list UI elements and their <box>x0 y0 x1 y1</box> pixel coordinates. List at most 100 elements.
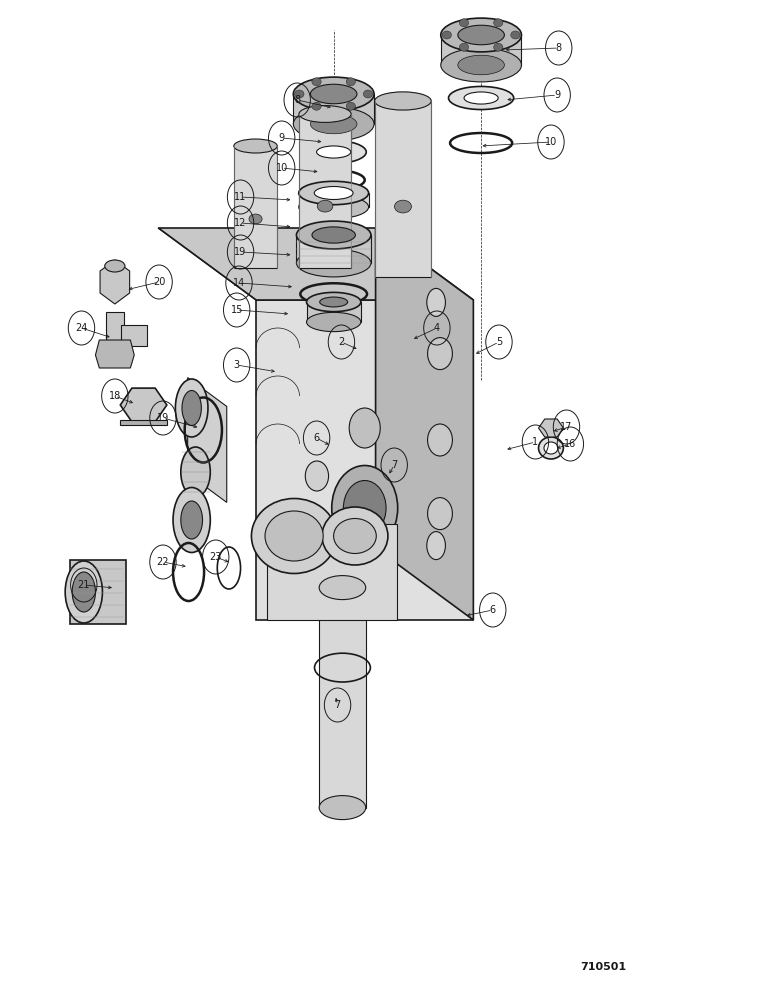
Text: 4: 4 <box>434 323 440 333</box>
Ellipse shape <box>312 78 321 86</box>
Polygon shape <box>120 420 167 424</box>
Ellipse shape <box>182 390 201 426</box>
Ellipse shape <box>442 31 452 39</box>
Text: 6: 6 <box>490 605 496 615</box>
Ellipse shape <box>301 140 366 164</box>
Ellipse shape <box>293 77 374 111</box>
Ellipse shape <box>459 43 469 51</box>
Ellipse shape <box>464 92 498 104</box>
Polygon shape <box>70 560 126 624</box>
Polygon shape <box>299 114 351 268</box>
Ellipse shape <box>322 507 388 565</box>
Text: 20: 20 <box>153 277 165 287</box>
Ellipse shape <box>314 186 353 200</box>
Ellipse shape <box>181 447 210 497</box>
Text: 9: 9 <box>279 133 285 143</box>
Ellipse shape <box>234 139 277 153</box>
Polygon shape <box>256 300 473 620</box>
Polygon shape <box>296 235 371 263</box>
Ellipse shape <box>181 501 203 539</box>
Polygon shape <box>539 419 563 437</box>
Text: 6: 6 <box>314 433 320 443</box>
Ellipse shape <box>299 106 351 122</box>
Ellipse shape <box>544 442 558 454</box>
Ellipse shape <box>334 518 376 554</box>
Ellipse shape <box>319 576 365 600</box>
Ellipse shape <box>428 424 452 456</box>
Ellipse shape <box>441 18 521 52</box>
Ellipse shape <box>305 461 328 491</box>
Text: 15: 15 <box>230 305 243 315</box>
Polygon shape <box>376 228 473 620</box>
Text: 9: 9 <box>554 90 560 100</box>
Ellipse shape <box>317 146 351 158</box>
Text: 5: 5 <box>496 337 502 347</box>
Ellipse shape <box>441 48 521 82</box>
Ellipse shape <box>310 84 357 104</box>
Ellipse shape <box>249 214 262 224</box>
Polygon shape <box>307 302 361 322</box>
Ellipse shape <box>343 481 386 536</box>
Ellipse shape <box>295 90 304 98</box>
Text: 8: 8 <box>556 43 562 53</box>
Ellipse shape <box>307 292 361 312</box>
Text: 7: 7 <box>334 700 341 710</box>
Text: 10: 10 <box>275 163 288 173</box>
Text: 2: 2 <box>338 337 345 347</box>
Text: 18: 18 <box>109 391 121 401</box>
Ellipse shape <box>265 511 323 561</box>
Ellipse shape <box>331 466 397 550</box>
Polygon shape <box>106 312 124 365</box>
Text: 710501: 710501 <box>580 962 626 972</box>
Ellipse shape <box>539 437 563 459</box>
Text: 17: 17 <box>560 422 573 432</box>
Ellipse shape <box>363 90 372 98</box>
Ellipse shape <box>427 288 445 316</box>
Ellipse shape <box>394 200 411 213</box>
Text: 21: 21 <box>78 580 90 590</box>
Text: 22: 22 <box>157 557 169 567</box>
Polygon shape <box>375 101 431 277</box>
Ellipse shape <box>299 181 369 205</box>
Polygon shape <box>299 193 369 207</box>
Polygon shape <box>267 524 397 620</box>
Text: 14: 14 <box>233 278 245 288</box>
Ellipse shape <box>346 78 355 86</box>
Ellipse shape <box>375 92 431 110</box>
Polygon shape <box>234 146 277 268</box>
Ellipse shape <box>72 572 95 612</box>
Ellipse shape <box>307 312 361 332</box>
Ellipse shape <box>449 86 514 110</box>
Ellipse shape <box>317 200 333 212</box>
Text: 12: 12 <box>234 218 247 228</box>
Ellipse shape <box>428 338 452 370</box>
Ellipse shape <box>320 297 348 307</box>
Ellipse shape <box>458 55 504 75</box>
Ellipse shape <box>65 561 102 623</box>
Text: 3: 3 <box>234 360 240 370</box>
Text: 19: 19 <box>157 413 169 423</box>
Ellipse shape <box>296 221 371 249</box>
Polygon shape <box>158 228 473 300</box>
Polygon shape <box>293 94 374 124</box>
Text: 19: 19 <box>234 247 247 257</box>
Text: 1: 1 <box>532 437 539 447</box>
Ellipse shape <box>173 488 210 552</box>
Text: 10: 10 <box>545 137 557 147</box>
Ellipse shape <box>175 379 208 437</box>
Text: 11: 11 <box>234 192 247 202</box>
Ellipse shape <box>428 498 452 530</box>
Ellipse shape <box>312 227 355 243</box>
Ellipse shape <box>346 102 355 110</box>
Polygon shape <box>441 35 521 65</box>
Ellipse shape <box>312 102 321 110</box>
Ellipse shape <box>105 260 125 272</box>
Ellipse shape <box>319 796 365 820</box>
Ellipse shape <box>251 499 337 574</box>
Ellipse shape <box>427 532 445 560</box>
Text: 7: 7 <box>391 460 397 470</box>
Polygon shape <box>100 260 130 304</box>
Ellipse shape <box>299 195 369 219</box>
Polygon shape <box>95 340 134 368</box>
Text: 24: 24 <box>75 323 88 333</box>
